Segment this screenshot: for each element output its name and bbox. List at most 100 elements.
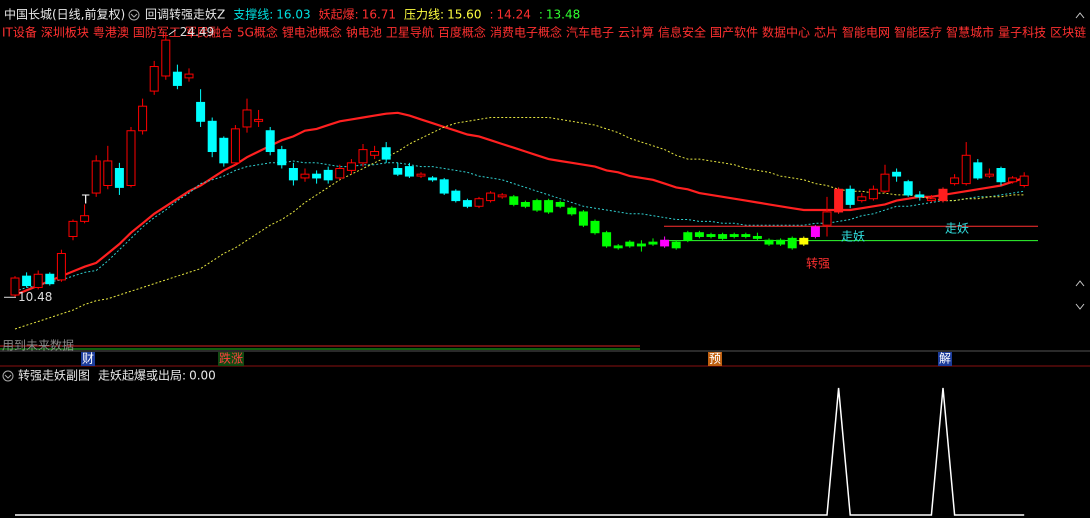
candle-body — [172, 71, 182, 86]
concept-tag: 军民融合 — [185, 25, 233, 40]
readout-value: 16.71 — [362, 8, 396, 22]
concept-tag: 消费电子概念 — [490, 25, 562, 40]
concept-tag: 锂电池概念 — [282, 25, 342, 40]
scroll-down-button[interactable] — [1075, 303, 1085, 310]
candle-body — [613, 245, 623, 249]
concept-tag: 卫星导航 — [386, 25, 434, 40]
sub-chart-title: 转强走妖副图 — [18, 368, 90, 383]
concept-tag: 智能电网 — [842, 25, 890, 40]
event-marker-bg — [218, 352, 245, 366]
candle-body — [219, 137, 229, 164]
candle-body — [265, 130, 275, 153]
candle-body — [787, 237, 797, 249]
candle-body — [636, 243, 646, 247]
event-marker: 预 — [709, 352, 721, 366]
candle-body — [184, 73, 194, 79]
candle-body — [706, 234, 716, 237]
readout-label: : — [539, 8, 543, 22]
candle-body — [323, 169, 333, 181]
sub-indicator-icon[interactable] — [2, 370, 14, 382]
candle-body — [544, 200, 554, 213]
candle-body — [196, 101, 206, 122]
scroll-up-button[interactable] — [1075, 280, 1085, 287]
candle-body — [91, 160, 101, 194]
candle-body — [578, 211, 588, 226]
concept-tag: 深圳板块 — [41, 26, 89, 40]
candle-body — [926, 198, 936, 202]
concept-tag: 5G概念 — [237, 25, 278, 40]
candle-body — [370, 151, 380, 156]
candle-body — [509, 196, 519, 205]
concept-tag: 国防军工 — [133, 25, 181, 40]
candle-body — [892, 171, 902, 177]
stock-name: 中国长城(日线,前复权) — [4, 7, 125, 22]
event-marker: 财 — [82, 352, 94, 366]
candle-body — [996, 168, 1006, 183]
candle-body — [729, 234, 739, 237]
candle-body — [288, 168, 298, 181]
candle-body — [961, 154, 971, 185]
concept-tags: IT设备 深圳板块 粤港澳 国防军工 军民融合 5G概念 锂电池概念 钠电池 卫星导航 百度概念消… — [2, 25, 1086, 40]
candle-body — [845, 188, 855, 205]
event-marker-bg — [938, 352, 953, 366]
concept-tag: 量子科技 — [998, 26, 1046, 40]
indicator-icon[interactable] — [128, 9, 140, 21]
concept-tag: 粤港澳 — [93, 25, 129, 40]
candle-body — [22, 275, 32, 287]
candle-body — [242, 109, 252, 128]
signal-line — [15, 387, 1025, 516]
readout-label: 支撑线: — [233, 7, 273, 22]
candle-body — [381, 147, 391, 160]
candle-body — [33, 273, 43, 288]
event-marker: 解 — [939, 352, 951, 366]
readout-label: : — [489, 8, 493, 22]
candle-body — [358, 149, 368, 164]
candle-body — [776, 239, 786, 245]
candle-body — [312, 173, 322, 179]
candle-body — [660, 239, 670, 247]
concept-tag: 智慧城市 — [946, 25, 994, 40]
candle-body — [497, 194, 507, 198]
readout-value: 14.24 — [497, 8, 531, 22]
candle-body — [149, 66, 159, 92]
collapse-button[interactable] — [1075, 12, 1085, 19]
high-price-label: 24.49 — [180, 25, 214, 39]
readout-value: 13.48 — [546, 8, 580, 22]
concept-tag: 数据中心 — [762, 25, 810, 40]
candle-body — [335, 168, 345, 179]
readout-label: 压力线: — [404, 8, 444, 22]
concept-tag: 智能医疗 — [894, 25, 942, 40]
candle-body — [602, 232, 612, 247]
readout-label: 妖起爆: — [319, 8, 359, 22]
candle-body — [462, 200, 472, 207]
candle-body — [683, 232, 693, 241]
candle-body — [103, 160, 113, 186]
readout-value: 16.03 — [276, 8, 310, 22]
candle-body — [810, 226, 820, 237]
candle-body — [68, 220, 78, 237]
low-price-label: 10.48 — [18, 290, 52, 304]
concept-tag: 钠电池 — [346, 25, 382, 40]
indicator-name: 回调转强走妖Z — [145, 7, 225, 22]
candle-body — [555, 201, 565, 207]
candle-body — [671, 241, 681, 249]
candle-body — [857, 196, 867, 202]
concept-tag: 国产软件 — [710, 26, 758, 40]
run-away-label: 走妖 — [841, 230, 865, 244]
candle-body — [694, 232, 704, 237]
candle-body — [207, 120, 217, 153]
candle-body — [764, 239, 774, 245]
sub-indicator-icon-arrow — [4, 374, 12, 379]
candle-body — [520, 201, 530, 207]
concept-tag: 汽车电子 — [566, 25, 614, 40]
candle-body — [80, 215, 90, 222]
candle-body — [300, 173, 310, 179]
candle-body — [1008, 177, 1018, 183]
candle-body — [741, 234, 751, 237]
candle-body — [56, 252, 66, 281]
candle-body — [880, 173, 890, 192]
concept-tag: 云计算 — [618, 25, 654, 40]
